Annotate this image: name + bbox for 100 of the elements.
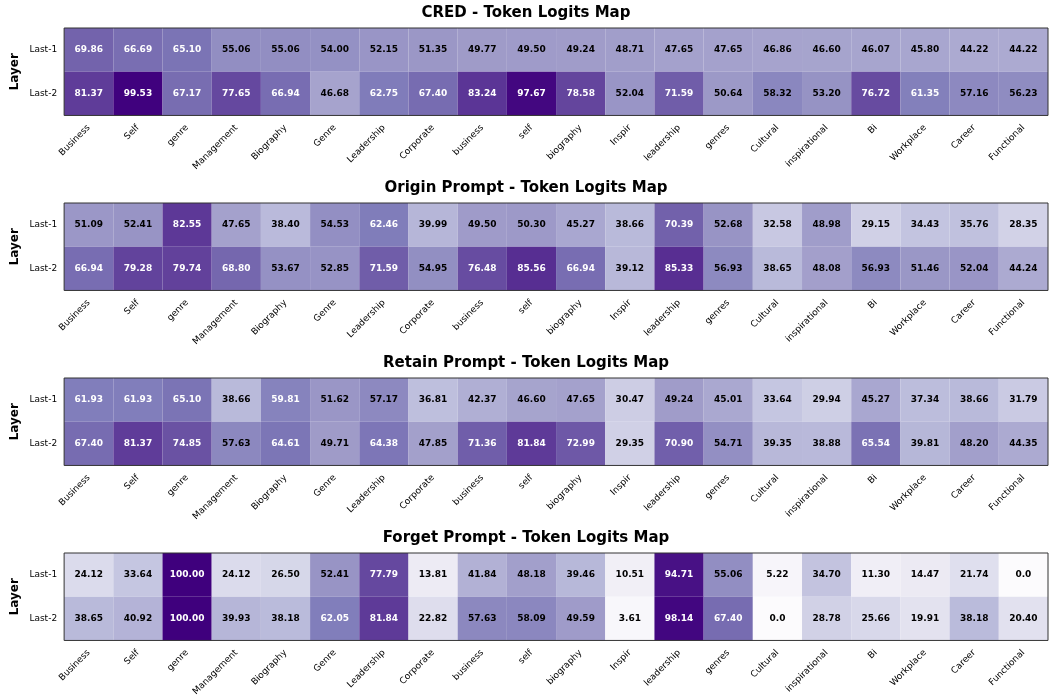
data-label: 52.41 — [320, 569, 349, 580]
data-label: 69.86 — [74, 44, 103, 55]
data-label: 62.05 — [320, 612, 349, 623]
data-label: 21.74 — [959, 569, 989, 580]
data-label: 55.06 — [714, 569, 743, 580]
data-label: 56.93 — [861, 262, 891, 273]
data-label: 71.59 — [664, 87, 694, 98]
data-label: 54.95 — [418, 262, 448, 273]
y-tick-label: Last-1 — [29, 569, 58, 580]
data-label: 94.71 — [664, 569, 694, 580]
data-label: 19.91 — [910, 612, 940, 623]
data-label: 65.10 — [172, 44, 202, 55]
data-label: 38.65 — [74, 612, 103, 623]
data-label: 48.20 — [959, 437, 989, 448]
data-label: 77.65 — [222, 87, 251, 98]
data-label: 45.27 — [566, 219, 595, 230]
x-tick-label: Bi — [865, 297, 879, 311]
data-label: 46.86 — [763, 44, 792, 55]
x-tick-label: Bi — [865, 122, 879, 136]
data-label: 71.59 — [369, 262, 399, 273]
data-label: 65.54 — [861, 437, 891, 448]
data-label: 26.50 — [271, 569, 300, 580]
data-label: 24.12 — [222, 569, 251, 580]
data-label: 32.58 — [763, 219, 792, 230]
data-label: 33.64 — [763, 394, 792, 405]
y-axis-title: Layer — [7, 53, 22, 91]
data-label: 35.76 — [959, 219, 989, 230]
data-label: 57.63 — [468, 612, 497, 623]
data-label: 36.81 — [418, 394, 448, 405]
chart-title: Origin Prompt - Token Logits Map — [384, 177, 668, 196]
data-label: 81.84 — [517, 437, 546, 448]
data-label: 52.85 — [320, 262, 349, 273]
y-axis-title: Layer — [7, 578, 22, 616]
data-label: 31.79 — [1009, 394, 1038, 405]
data-label: 54.00 — [320, 44, 349, 55]
data-label: 79.74 — [172, 262, 202, 273]
data-label: 67.40 — [418, 87, 448, 98]
data-label: 59.81 — [271, 394, 300, 405]
data-label: 0.0 — [769, 612, 786, 623]
data-label: 44.24 — [1009, 262, 1038, 273]
data-label: 51.35 — [418, 44, 448, 55]
data-label: 51.09 — [74, 219, 103, 230]
data-label: 65.10 — [172, 394, 202, 405]
y-tick-label: Last-1 — [29, 219, 58, 230]
data-label: 64.61 — [271, 437, 300, 448]
data-label: 52.04 — [959, 262, 989, 273]
data-label: 48.71 — [615, 44, 645, 55]
data-label: 51.46 — [910, 262, 940, 273]
data-label: 29.94 — [812, 394, 841, 405]
data-label: 47.65 — [714, 44, 743, 55]
data-label: 38.65 — [763, 262, 792, 273]
data-label: 39.35 — [763, 437, 792, 448]
data-label: 66.94 — [74, 262, 103, 273]
data-label: 46.60 — [812, 44, 841, 55]
data-label: 56.93 — [714, 262, 743, 273]
data-label: 99.53 — [123, 87, 153, 98]
y-tick-label: Last-1 — [29, 394, 58, 405]
data-label: 44.22 — [1009, 44, 1038, 55]
data-label: 52.04 — [615, 87, 645, 98]
data-label: 58.32 — [763, 87, 792, 98]
data-label: 53.67 — [271, 262, 300, 273]
data-label: 48.98 — [812, 219, 841, 230]
data-label: 39.81 — [910, 437, 940, 448]
data-label: 57.63 — [222, 437, 251, 448]
data-label: 57.17 — [369, 394, 399, 405]
data-label: 78.58 — [566, 87, 595, 98]
y-tick-label: Last-2 — [29, 87, 58, 98]
data-label: 62.75 — [369, 87, 399, 98]
data-label: 74.85 — [172, 437, 202, 448]
data-label: 10.51 — [615, 569, 645, 580]
data-label: 45.80 — [910, 44, 940, 55]
data-label: 54.53 — [320, 219, 349, 230]
data-label: 3.61 — [618, 612, 641, 623]
data-label: 70.90 — [664, 437, 694, 448]
data-label: 25.66 — [861, 612, 891, 623]
data-label: 34.70 — [812, 569, 841, 580]
data-label: 85.33 — [664, 262, 694, 273]
data-label: 24.12 — [74, 569, 103, 580]
data-label: 50.30 — [517, 219, 546, 230]
data-label: 40.92 — [123, 612, 153, 623]
data-label: 41.84 — [468, 569, 497, 580]
data-label: 100.00 — [169, 612, 205, 623]
data-label: 66.94 — [566, 262, 595, 273]
data-label: 49.50 — [468, 219, 497, 230]
data-label: 81.37 — [123, 437, 153, 448]
y-axis-title: Layer — [7, 228, 22, 266]
data-label: 100.00 — [169, 569, 205, 580]
data-label: 50.64 — [714, 87, 743, 98]
data-label: 46.60 — [517, 394, 546, 405]
data-label: 34.43 — [910, 219, 940, 230]
x-tick-label: Bi — [865, 647, 879, 661]
data-label: 39.46 — [566, 569, 595, 580]
data-label: 55.06 — [222, 44, 251, 55]
data-label: 83.24 — [468, 87, 497, 98]
data-label: 53.20 — [812, 87, 841, 98]
data-label: 48.18 — [517, 569, 546, 580]
data-label: 5.22 — [766, 569, 789, 580]
y-tick-label: Last-1 — [29, 44, 58, 55]
data-label: 39.12 — [615, 262, 645, 273]
data-label: 76.72 — [861, 87, 891, 98]
